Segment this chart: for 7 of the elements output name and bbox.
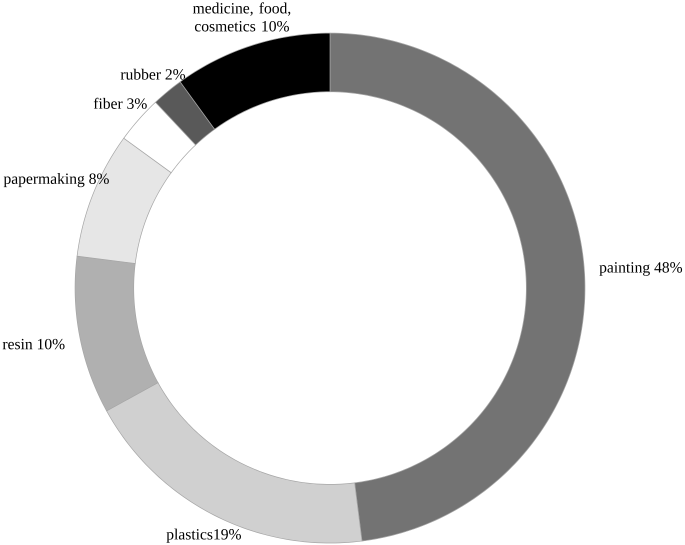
slice-label: rubber 2% — [120, 68, 186, 80]
slice-label: resin 10% — [2, 338, 65, 350]
slice-label: medicine, food, cosmetics 10% — [192, 2, 290, 32]
slice-label: plastics19% — [166, 528, 241, 543]
slice-label: fiber 3% — [94, 98, 147, 109]
slice-label: painting 48% — [599, 262, 682, 276]
slice-label: papermaking 8% — [4, 172, 109, 188]
